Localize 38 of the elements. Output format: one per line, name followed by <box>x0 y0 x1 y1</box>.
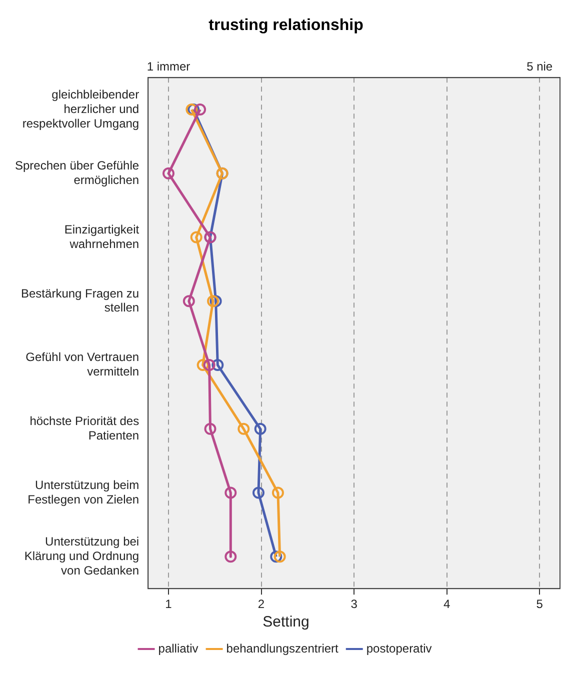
point <box>274 550 286 563</box>
point <box>204 422 216 435</box>
point <box>238 422 250 435</box>
y-tick-label: Einzigartigkeit wahrnehmen <box>64 222 140 251</box>
y-tick-label: höchste Priorität des Patienten <box>30 414 140 442</box>
point <box>212 359 224 372</box>
legend-label: postoperativ <box>366 641 432 656</box>
y-tick-label: Unterstützung beim Festlegen von Zielen <box>28 478 140 506</box>
point <box>190 231 202 244</box>
x-tick-label: 5 <box>536 597 544 612</box>
x2-tick-label: 5 nie <box>526 60 553 74</box>
y-tick-label: Gefühl von Vertrauen vermitteln <box>26 350 140 379</box>
point <box>210 295 222 308</box>
x-tick-label: 4 <box>443 597 450 612</box>
point <box>224 550 237 563</box>
point <box>182 295 195 308</box>
y-tick-label: Unterstützung bei Klärung und Ordnung von Gedanken <box>24 534 140 578</box>
legend-label: palliativ <box>158 641 198 656</box>
point <box>203 359 216 372</box>
x-tick-label: 3 <box>350 597 358 612</box>
legend-label: behandlungszentriert <box>226 641 340 656</box>
point <box>224 486 237 499</box>
y-tick-label: gleichbleibender herzlicher und respektvoller Umgang <box>22 87 140 130</box>
point <box>272 486 284 499</box>
point <box>196 359 209 372</box>
point <box>252 486 264 499</box>
point <box>254 422 266 435</box>
x-tick-label: 1 <box>165 597 172 612</box>
x2-tick-label: 1 immer <box>146 60 190 74</box>
point <box>162 167 174 180</box>
point <box>207 295 220 308</box>
y-tick-label: Sprechen über Gefühle ermöglichen <box>14 158 140 187</box>
legend-title: Setting <box>262 614 310 631</box>
chart-title: trusting relationship <box>208 17 364 34</box>
x-tick-label: 2 <box>258 597 265 612</box>
point <box>270 550 282 563</box>
y-tick-label: Bestärkung Fragen zu stellen <box>21 286 140 315</box>
point <box>194 104 206 116</box>
